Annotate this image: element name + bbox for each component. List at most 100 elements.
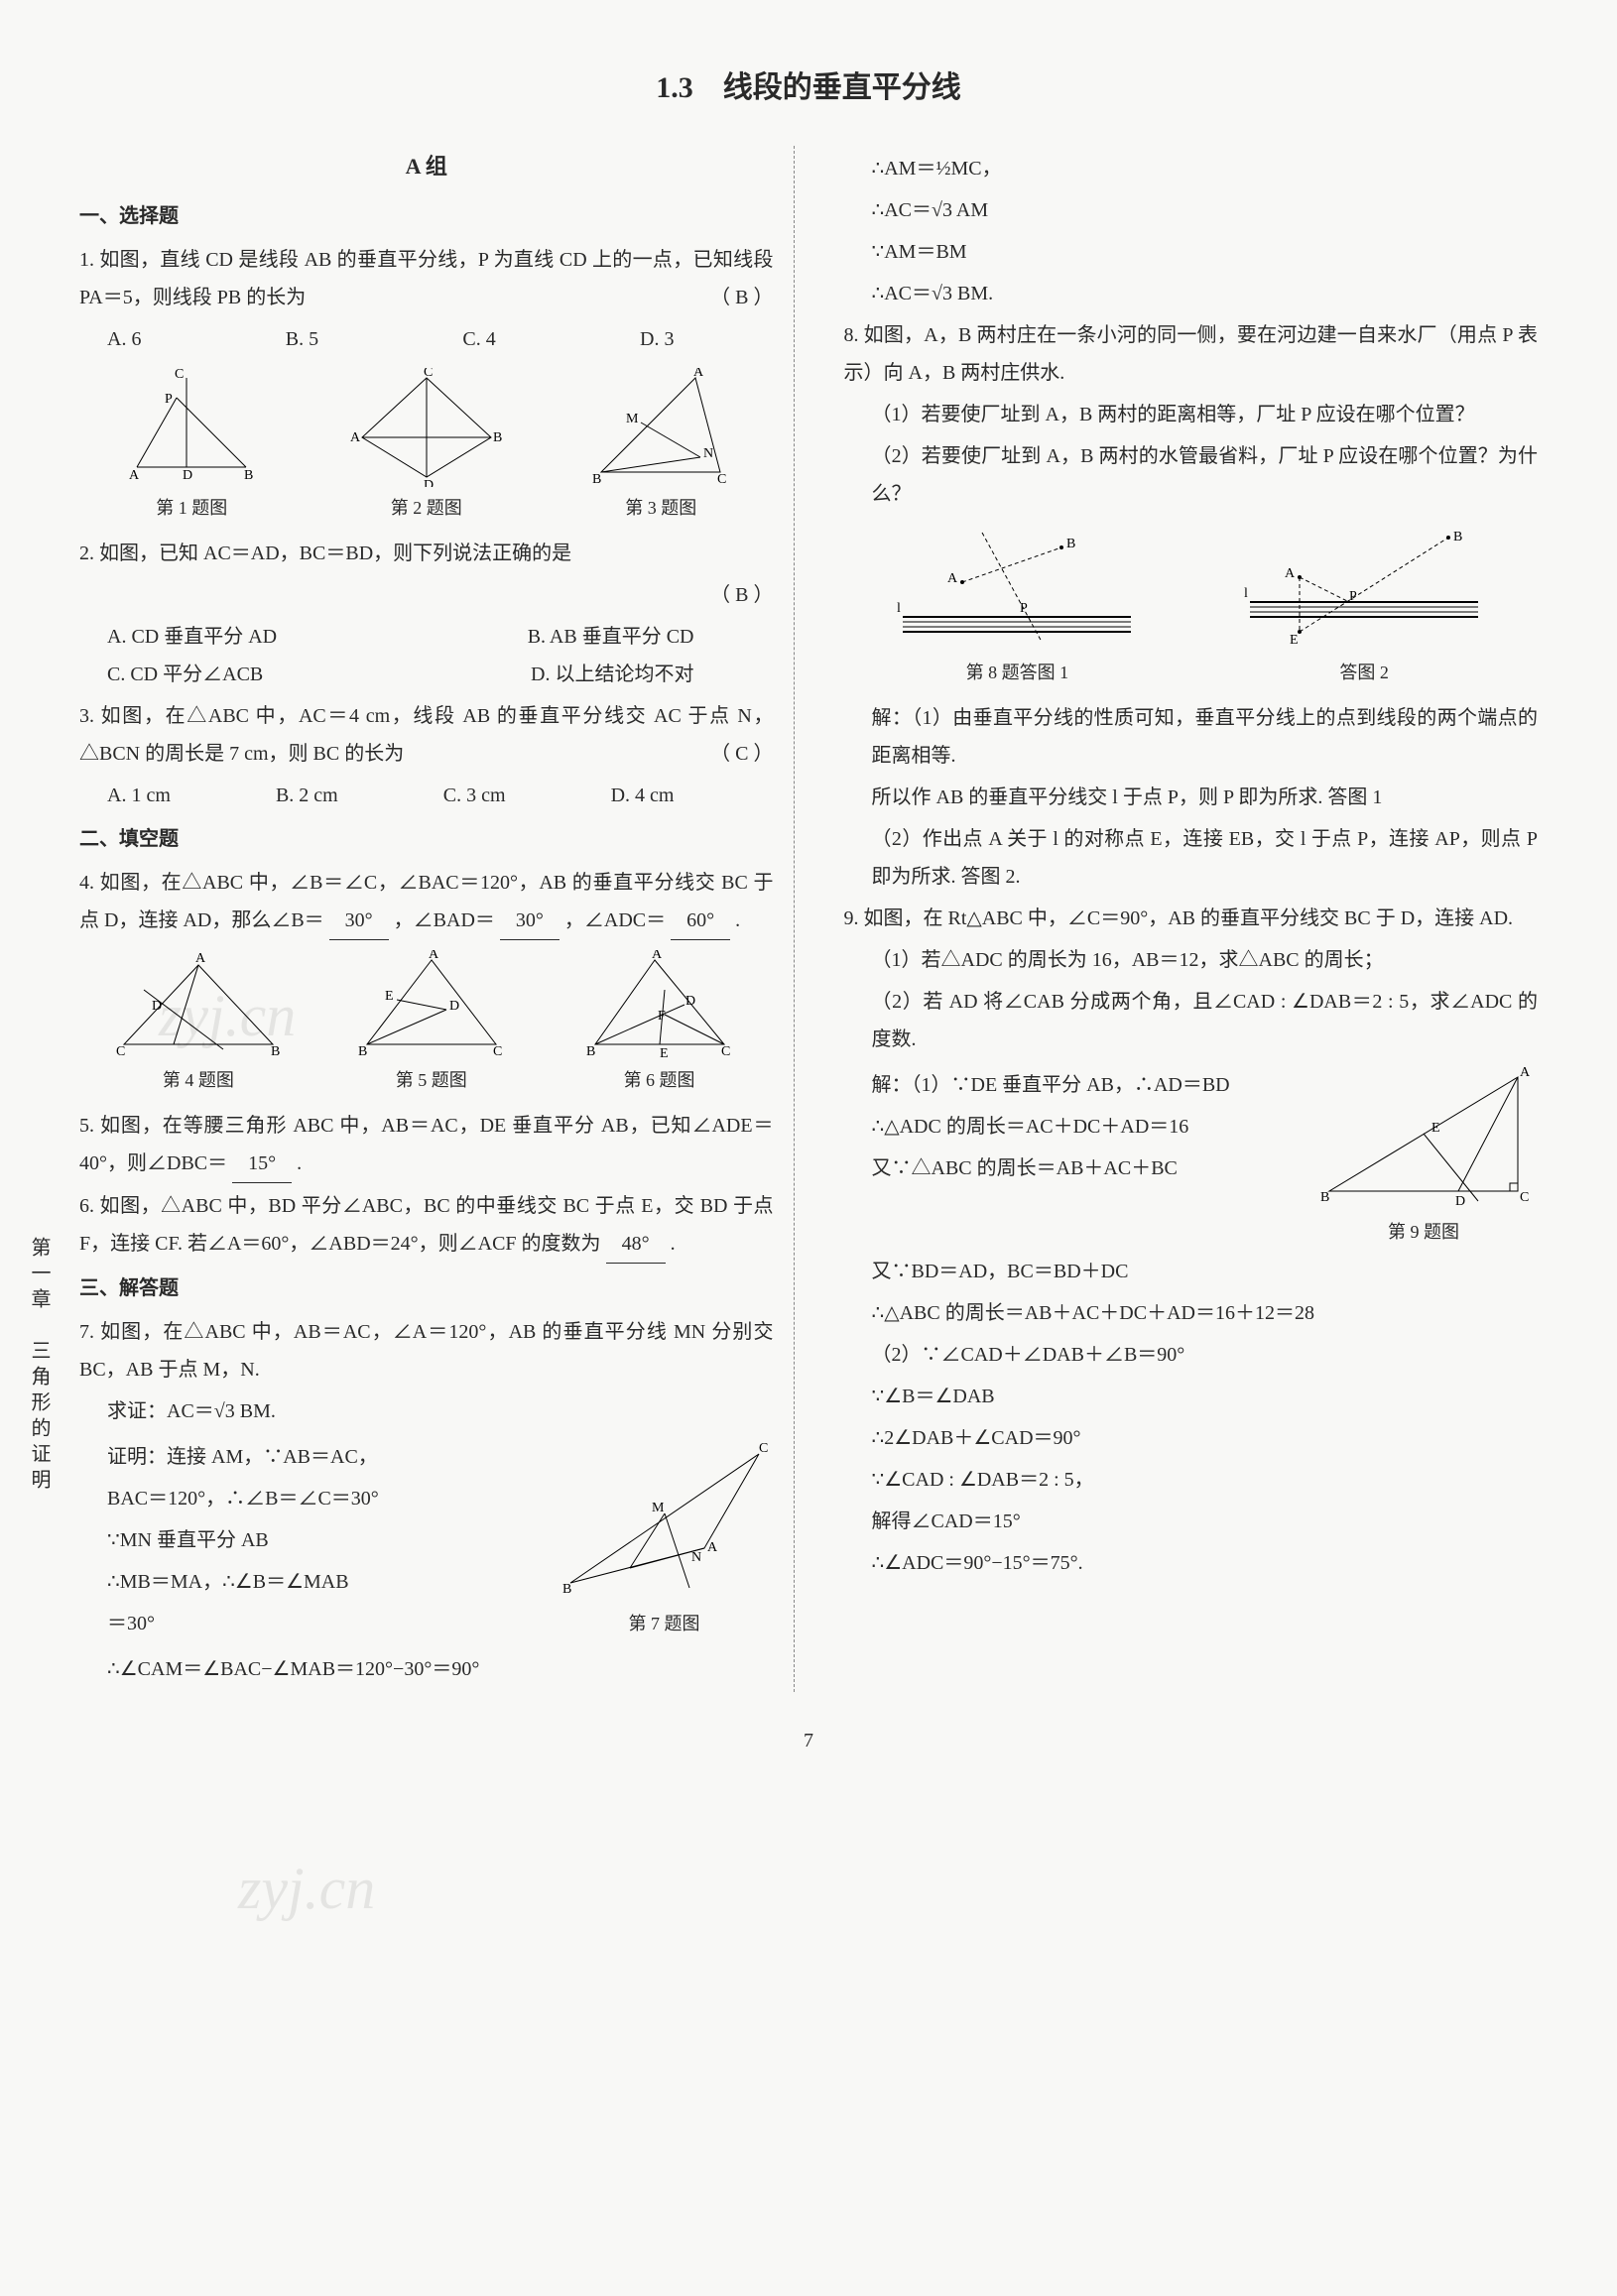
- figs-4-6: A D C B 第 4 题图 A E D B C 第 5 题图: [79, 950, 774, 1097]
- q6-text: 6. 如图，△ABC 中，BD 平分∠ABC，BC 的中垂线交 BC 于点 E，…: [79, 1195, 774, 1255]
- q7-p4: ∴MB＝MA，∴∠B＝∠MAB: [79, 1563, 556, 1601]
- q7c-l2: ∴AC＝√3 AM: [844, 191, 1539, 229]
- svg-text:P: P: [1020, 601, 1028, 616]
- fig3: AM N BC 第 3 题图: [586, 368, 735, 525]
- fig1: CP A D B 第 1 题图: [117, 368, 266, 525]
- q1-a: A. 6: [107, 320, 141, 358]
- fig8-2: A B E P l 答图 2: [1240, 523, 1488, 689]
- page-number: 7: [79, 1722, 1538, 1759]
- svg-text:M: M: [652, 1501, 665, 1515]
- q9-sol-l2: ∴△ADC 的周长＝AC＋DC＋AD＝16: [844, 1108, 1310, 1146]
- q2-c: C. CD 平分∠ACB: [107, 656, 263, 693]
- svg-text:E: E: [660, 1046, 669, 1059]
- svg-text:C: C: [424, 368, 433, 380]
- watermark: zyj.cn: [238, 1832, 375, 1945]
- svg-text:A: A: [707, 1540, 718, 1555]
- q9-sol-l11: ∴∠ADC＝90°−15°＝75°.: [844, 1544, 1539, 1582]
- fig7: CM NA B 第 7 题图: [556, 1434, 774, 1646]
- q9-sol-l9: ∵∠CAD : ∠DAB＝2 : 5，: [844, 1461, 1539, 1499]
- q3-d: D. 4 cm: [611, 777, 675, 814]
- svg-text:A: A: [693, 368, 704, 380]
- chapter-side-tab: 第一章 三角形的证明: [20, 1237, 58, 1495]
- svg-text:F: F: [658, 1009, 666, 1024]
- svg-text:D: D: [424, 478, 434, 487]
- q7-p2: BAC＝120°，∴∠B＝∠C＝30°: [79, 1480, 556, 1517]
- svg-text:E: E: [385, 989, 394, 1004]
- q3-text: 3. 如图，在△ABC 中，AC＝4 cm，线段 AB 的垂直平分线交 AC 于…: [79, 705, 774, 765]
- fig6-label: 第 6 题图: [624, 1070, 695, 1090]
- q5: 5. 如图，在等腰三角形 ABC 中，AB＝AC，DE 垂直平分 AB，已知∠A…: [79, 1107, 774, 1183]
- q3-choices: A. 1 cm B. 2 cm C. 3 cm D. 4 cm: [79, 777, 774, 814]
- svg-text:B: B: [244, 468, 253, 483]
- q8-s1: （1）若要使厂址到 A，B 两村的距离相等，厂址 P 应设在哪个位置？: [844, 396, 1539, 433]
- q1-answer-mark: （ B ）: [710, 279, 773, 316]
- q1-b: B. 5: [286, 320, 318, 358]
- q1-text: 1. 如图，直线 CD 是线段 AB 的垂直平分线，P 为直线 CD 上的一点，…: [79, 249, 774, 308]
- svg-text:D: D: [685, 994, 695, 1009]
- q9-s1: （1）若△ADC 的周长为 16，AB＝12，求△ABC 的周长；: [844, 941, 1539, 979]
- svg-text:E: E: [1431, 1121, 1440, 1136]
- q7-p1: 证明：连接 AM，∵AB＝AC，: [79, 1438, 556, 1476]
- q3-answer-mark: （ C ）: [710, 735, 773, 773]
- q9-sol-l7: ∵∠B＝∠DAB: [844, 1378, 1539, 1415]
- svg-text:B: B: [562, 1582, 571, 1597]
- group-heading: A 组: [79, 146, 774, 187]
- svg-text:A: A: [195, 951, 206, 966]
- svg-text:P: P: [165, 392, 173, 407]
- svg-text:A: A: [1285, 566, 1296, 581]
- svg-text:l: l: [897, 601, 901, 616]
- q6-end: .: [671, 1233, 676, 1255]
- q4-blank3: 60°: [671, 902, 730, 940]
- q5-end: .: [297, 1152, 302, 1174]
- fig7-label: 第 7 题图: [629, 1614, 700, 1633]
- svg-text:M: M: [626, 412, 639, 426]
- svg-text:D: D: [183, 468, 192, 483]
- svg-text:A: A: [129, 468, 140, 483]
- q2-d: D. 以上结论均不对: [531, 656, 693, 693]
- svg-text:A: A: [350, 430, 361, 445]
- q5-text: 5. 如图，在等腰三角形 ABC 中，AB＝AC，DE 垂直平分 AB，已知∠A…: [79, 1115, 774, 1174]
- fig2-label: 第 2 题图: [391, 498, 462, 518]
- q9-sol-l5: ∴△ABC 的周长＝AB＋AC＋DC＋AD＝16＋12＝28: [844, 1294, 1539, 1332]
- svg-text:B: B: [592, 472, 601, 487]
- q4-mid: ，∠BAD＝: [394, 909, 495, 931]
- svg-text:C: C: [717, 472, 726, 487]
- q3-a: A. 1 cm: [107, 777, 171, 814]
- fig1-label: 第 1 题图: [156, 498, 227, 518]
- q2-answer-mark: （ B ）: [710, 584, 773, 606]
- svg-text:D: D: [449, 999, 459, 1014]
- q4-end: .: [735, 909, 740, 931]
- svg-text:B: B: [271, 1044, 280, 1059]
- fig5-label: 第 5 题图: [396, 1070, 467, 1090]
- fig9-label: 第 9 题图: [1388, 1222, 1459, 1242]
- q2-choices: A. CD 垂直平分 AD B. AB 垂直平分 CD C. CD 平分∠ACB…: [79, 618, 774, 693]
- q9-sol-l10: 解得∠CAD＝15°: [844, 1503, 1539, 1540]
- svg-text:C: C: [175, 368, 184, 382]
- q2-stem: 2. 如图，已知 AC＝AD，BC＝BD，则下列说法正确的是: [79, 535, 774, 572]
- fig3-label: 第 3 题图: [625, 498, 696, 518]
- q7c-l4: ∴AC＝√3 BM.: [844, 275, 1539, 312]
- fig8-1-label: 第 8 题答图 1: [966, 663, 1069, 682]
- q9-sol-l8: ∴2∠DAB＋∠CAD＝90°: [844, 1419, 1539, 1457]
- q3-b: B. 2 cm: [276, 777, 338, 814]
- section-answer-heading: 三、解答题: [79, 1269, 774, 1307]
- svg-text:B: B: [1066, 537, 1075, 551]
- q4-blank2: 30°: [500, 902, 560, 940]
- q7-p3: ∵MN 垂直平分 AB: [79, 1521, 556, 1559]
- svg-text:N: N: [691, 1550, 701, 1565]
- svg-text:C: C: [493, 1044, 502, 1059]
- fig4: A D CB 第 4 题图: [114, 950, 283, 1097]
- q2-a: A. CD 垂直平分 AD: [107, 618, 277, 656]
- q3-stem: 3. 如图，在△ABC 中，AC＝4 cm，线段 AB 的垂直平分线交 AC 于…: [79, 697, 774, 773]
- right-column: ∴AM＝½MC， ∴AC＝√3 AM ∵AM＝BM ∴AC＝√3 BM. 8. …: [834, 146, 1539, 1692]
- svg-text:B: B: [586, 1044, 595, 1059]
- svg-text:C: C: [116, 1044, 125, 1059]
- q7-ask: 求证：AC＝√3 BM.: [79, 1392, 774, 1430]
- svg-text:B: B: [358, 1044, 367, 1059]
- q7c-l1: ∴AM＝½MC，: [844, 150, 1539, 187]
- q8-s2: （2）若要使厂址到 A，B 两村的水管最省料，厂址 P 应设在哪个位置？为什么？: [844, 437, 1539, 513]
- fig8-2-label: 答图 2: [1339, 663, 1389, 682]
- q8-sol1b: 所以作 AB 的垂直平分线交 l 于点 P，则 P 即为所求. 答图 1: [844, 779, 1539, 816]
- fig4-label: 第 4 题图: [163, 1070, 234, 1090]
- svg-text:A: A: [429, 950, 439, 962]
